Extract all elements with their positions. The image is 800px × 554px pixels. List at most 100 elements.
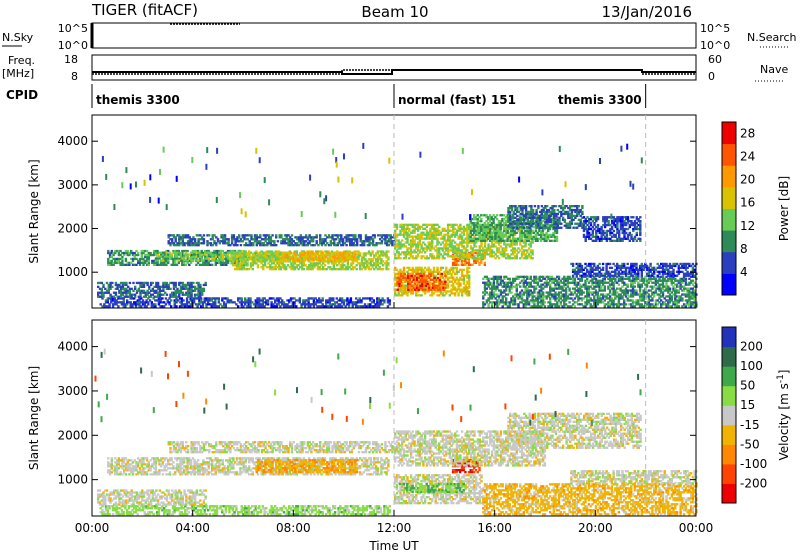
scatter-cell	[395, 225, 399, 228]
scatter-cell	[510, 208, 514, 212]
scatter-cell	[349, 301, 353, 304]
scatter-cell	[428, 288, 431, 291]
scatter-cell	[466, 292, 469, 295]
scatter-cell	[328, 303, 331, 306]
scatter-cell	[146, 283, 149, 287]
scatter-cell	[441, 255, 444, 258]
scatter-cell	[530, 222, 533, 225]
scatter-cell	[548, 233, 552, 237]
scatter-cell	[443, 243, 446, 246]
scatter-cell	[536, 231, 539, 235]
scatter-cell	[206, 257, 209, 260]
scatter-cell	[387, 268, 390, 271]
scatter-cell	[501, 253, 504, 256]
scatter-cell	[178, 242, 181, 245]
scatter-cell	[406, 225, 409, 228]
scatter-cell	[312, 259, 315, 262]
scatter-cell	[497, 225, 501, 229]
scatter-cell	[346, 264, 350, 267]
scatter-cell	[205, 299, 208, 302]
scatter-cell	[526, 249, 529, 252]
scatter-cell	[431, 233, 434, 236]
scatter-cell	[441, 257, 444, 260]
scatter-cell	[339, 268, 342, 271]
scatter-cell	[117, 251, 121, 255]
scatter-cell	[397, 255, 400, 258]
scatter-cell	[547, 235, 550, 238]
scatter-cell	[473, 259, 476, 263]
scatter-cell	[233, 256, 237, 259]
scatter-cell	[356, 240, 359, 243]
scatter-cell	[435, 284, 438, 287]
scatter-cell	[548, 227, 552, 231]
scatter-cell	[394, 241, 397, 244]
scatter-cell	[462, 280, 466, 283]
scatter-cell	[591, 233, 594, 237]
scatter-cell	[360, 305, 363, 308]
scatter-cell	[121, 251, 124, 255]
scatter-cell	[364, 240, 368, 243]
scatter-cell	[528, 212, 531, 216]
scatter-cell	[404, 223, 407, 226]
scatter-cell	[412, 286, 415, 289]
scatter-cell	[381, 303, 384, 306]
scatter-cell	[174, 285, 177, 288]
scatter-cell	[200, 301, 203, 304]
scatter-cell	[497, 231, 501, 235]
scatter-cell	[469, 225, 472, 229]
scatter-cell	[457, 227, 460, 230]
scatter-cell	[305, 299, 309, 302]
scatter-cell	[427, 237, 430, 240]
scatter-cell	[574, 222, 577, 225]
scatter-cell	[156, 251, 160, 254]
scatter-cell	[181, 287, 184, 290]
scatter-cell	[445, 241, 448, 244]
scatter-cell	[207, 299, 210, 302]
scatter-cell	[408, 266, 411, 269]
scatter-cell	[526, 218, 529, 221]
scatter-cell	[455, 255, 459, 258]
scatter-cell	[448, 294, 451, 297]
scatter-cell	[178, 238, 181, 241]
scatter-cell	[450, 284, 453, 287]
scatter-cell	[394, 231, 397, 234]
scatter-cell	[387, 256, 390, 259]
scatter-cell	[266, 299, 270, 302]
scatter-cell	[192, 244, 195, 247]
scatter-cell	[506, 239, 509, 242]
scatter-cell	[238, 236, 241, 239]
scatter-cell	[111, 303, 115, 306]
scatter-cell	[110, 261, 113, 264]
scatter-cell	[455, 223, 459, 226]
scatter-cell	[186, 261, 189, 264]
scatter-cell	[312, 297, 316, 300]
scatter-cell	[195, 249, 198, 253]
scatter-cell	[197, 285, 200, 288]
scatter-cell	[437, 284, 440, 287]
scatter-cell	[584, 218, 587, 221]
scatter-cell	[547, 226, 551, 229]
scatter-cell	[249, 303, 252, 306]
scatter-cell	[266, 303, 270, 306]
scatter-cell	[201, 291, 204, 294]
scatter-cell	[278, 234, 281, 237]
scatter-cell	[291, 257, 294, 260]
scatter-cell	[478, 233, 481, 236]
scatter-cell	[299, 262, 302, 265]
scatter-cell	[427, 266, 430, 269]
scatter-cell	[133, 251, 136, 255]
scatter-cell	[438, 290, 441, 293]
scatter-cell	[516, 214, 519, 218]
scatter-cell	[227, 244, 230, 247]
scatter-cell	[182, 305, 185, 308]
scatter-cell	[431, 292, 434, 295]
scatter-cell	[116, 287, 119, 290]
scatter-cell	[133, 303, 136, 306]
scatter-cell	[453, 263, 456, 266]
scatter-cell	[476, 237, 479, 240]
scatter-cell	[437, 288, 440, 291]
scatter-cell	[436, 251, 439, 254]
scatter-cell	[450, 249, 453, 252]
scatter-cell	[457, 257, 460, 261]
scatter-cell	[482, 229, 485, 232]
